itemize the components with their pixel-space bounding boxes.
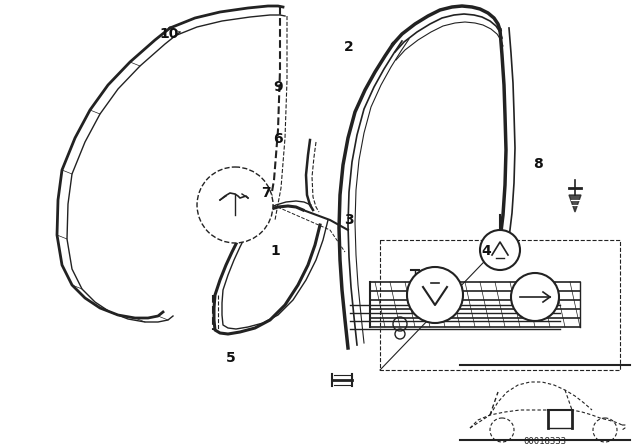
Text: 2: 2 [344,40,354,54]
Circle shape [407,267,463,323]
Circle shape [480,230,520,270]
Polygon shape [569,195,581,212]
Text: 4: 4 [481,244,492,258]
Text: 6: 6 [273,132,284,146]
Text: 5: 5 [225,351,236,366]
Text: 1: 1 [270,244,280,258]
Circle shape [197,167,273,243]
Text: 8: 8 [532,156,543,171]
Text: 3: 3 [344,212,354,227]
Text: 7: 7 [260,185,271,200]
Circle shape [511,273,559,321]
Text: 00018333: 00018333 [524,438,566,447]
Text: 10: 10 [160,26,179,41]
Text: 9: 9 [273,80,284,95]
